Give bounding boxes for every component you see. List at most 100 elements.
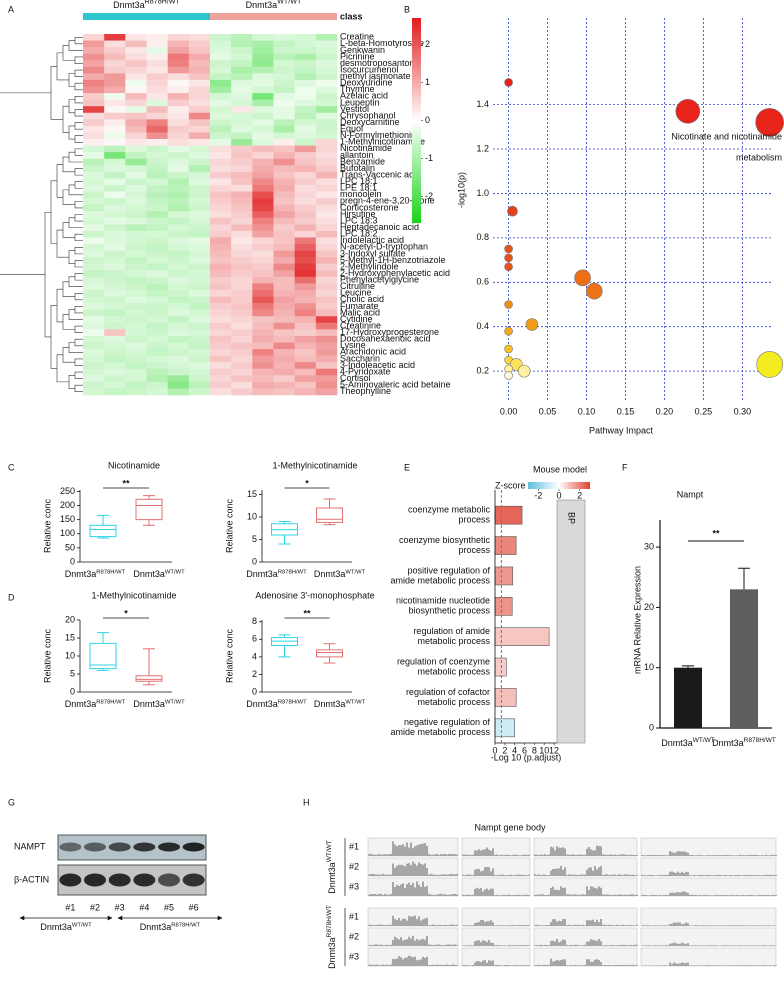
heatmap-cell (104, 86, 126, 94)
pathway-bubble (507, 205, 518, 217)
heatmap-cell (167, 132, 190, 140)
genotype-label: Dnmt3aR878H/WT (65, 699, 126, 709)
heatmap-cell (294, 355, 317, 363)
heatmap-cell (167, 283, 190, 291)
genotype-label: Dnmt3aWT/WT (133, 569, 185, 579)
heatmap-cell (252, 349, 274, 356)
heatmap-cell (146, 40, 168, 48)
heatmap-cell (104, 178, 126, 186)
heatmap-cell (273, 47, 295, 54)
heatmap-cell (125, 145, 147, 153)
heatmap-cell (188, 47, 211, 54)
heatmap-cell (167, 204, 190, 212)
heatmap-cell (315, 381, 338, 389)
coverage-track (534, 886, 638, 896)
category-label: metabolic process (417, 697, 490, 707)
heatmap-cell (315, 335, 338, 343)
heatmap-cell (252, 289, 274, 297)
heatmap-cell (125, 270, 147, 278)
coverage-track (368, 915, 458, 926)
heatmap-cell (83, 125, 105, 133)
heatmap-cell (104, 270, 126, 278)
y-tick-label: 4 (252, 651, 257, 661)
coverage-track (534, 865, 638, 876)
heatmap-cell (210, 99, 232, 107)
heatmap-cell (167, 99, 190, 107)
heatmap-cell (188, 139, 211, 146)
facet-label: BP (567, 512, 577, 524)
box (316, 649, 343, 658)
heatmap-cell (273, 355, 295, 363)
genotype-name: Dnmt3a (246, 0, 278, 10)
heatmap-cell (252, 40, 274, 48)
coverage-track (462, 887, 530, 896)
genotype-superscript: R878H/WT (145, 0, 181, 5)
heatmap-cell (315, 322, 338, 330)
category-label: negative regulation of (404, 717, 491, 727)
heatmap-cell (188, 349, 211, 356)
track-background (461, 837, 531, 857)
heatmap-cell (125, 335, 147, 343)
heatmap-cell (210, 349, 232, 356)
heatmap-cell (125, 289, 147, 297)
heatmap-cell (83, 329, 105, 337)
heatmap-cell (231, 66, 253, 74)
heatmap-cell (167, 303, 190, 310)
heatmap-cell (83, 349, 105, 356)
heatmap-cell (315, 86, 338, 94)
heatmap-cell (273, 381, 295, 389)
heatmap-cell (273, 342, 295, 350)
heatmap-cell (231, 355, 253, 363)
x-tick-label: 4 (512, 745, 517, 755)
heatmap-cell (83, 342, 105, 350)
y-tick-label: 150 (60, 514, 75, 524)
heatmap-cell (231, 388, 253, 396)
heatmap-cell (83, 60, 105, 68)
heatmap-cell (167, 263, 190, 271)
heatmap-cell (294, 198, 317, 205)
colorbar-label: Z-score (495, 480, 526, 490)
heatmap-cell (252, 184, 274, 192)
heatmap-cell (83, 106, 105, 114)
heatmap-cell (315, 362, 338, 370)
heatmap-cell (146, 34, 168, 41)
row-label: Phenylacetylglycine (340, 275, 419, 285)
heatmap-cell (294, 381, 317, 389)
heatmap-cell (252, 257, 274, 265)
heatmap-cell (231, 152, 253, 160)
heatmap-cell (273, 276, 295, 284)
heatmap-cell (125, 211, 147, 219)
heatmap-cell (210, 237, 232, 245)
heatmap-cell (146, 375, 168, 383)
y-tick-label: 1.4 (476, 99, 489, 109)
heatmap-cell (146, 283, 168, 291)
heatmap-cell (273, 112, 295, 120)
x-tick-label: 10 (539, 745, 549, 755)
heatmap-cell (188, 355, 211, 363)
genotype-name: Dnmt3a (314, 699, 346, 709)
heatmap-cell (83, 34, 105, 41)
heatmap-cell (125, 53, 147, 61)
heatmap-cell (104, 198, 126, 205)
y-axis-label: Relative conc (224, 628, 234, 683)
heatmap-cell (188, 66, 211, 74)
heatmap-cell (294, 283, 317, 291)
heatmap-cell (83, 335, 105, 343)
heatmap-cell (315, 237, 338, 245)
coverage-track (641, 851, 777, 856)
heatmap-cell (104, 296, 126, 304)
pathway-bubble (504, 78, 513, 87)
heatmap-cell (146, 316, 168, 324)
coverage-track (368, 841, 458, 856)
heatmap-cell (252, 34, 274, 41)
heatmap-cell (294, 217, 317, 225)
heatmap-cell (315, 178, 338, 186)
sample-label: #1 (349, 911, 359, 921)
heatmap-cell (83, 66, 105, 74)
heatmap-cell (167, 79, 190, 87)
row-label: 4-Pyridoxate (340, 366, 391, 376)
heatmap-cell (231, 276, 253, 284)
heatmap-cell (273, 34, 295, 41)
heatmap-cell (188, 86, 211, 94)
heatmap-cell (104, 40, 126, 48)
